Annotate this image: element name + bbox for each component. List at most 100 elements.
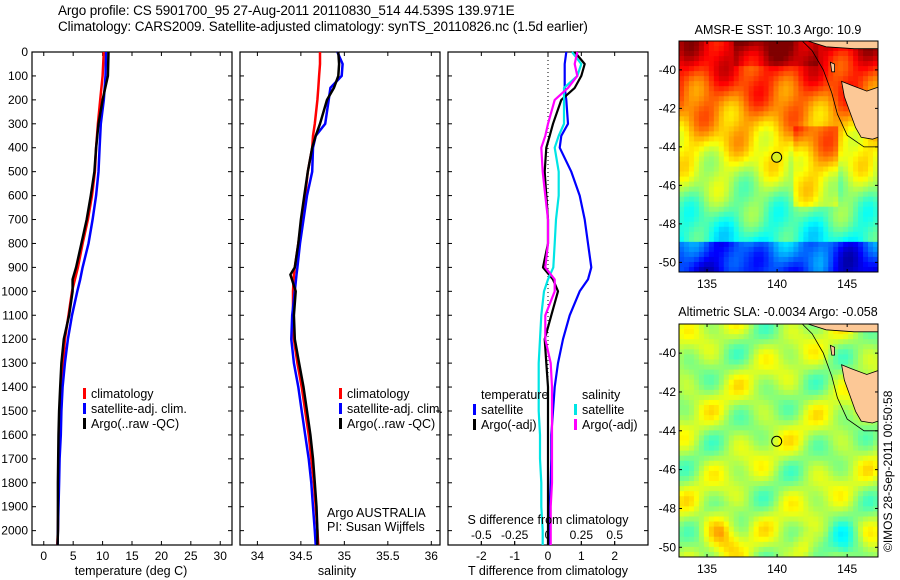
heatmap-cell xyxy=(813,71,819,77)
heatmap-cell xyxy=(833,546,839,553)
heatmap-cell xyxy=(833,405,839,411)
heatmap-cell xyxy=(728,526,735,533)
heatmap-cell xyxy=(873,76,879,82)
heatmap-cell xyxy=(843,399,849,406)
heatmap-cell xyxy=(833,526,839,533)
heatmap-cell xyxy=(763,521,769,528)
heatmap-cell xyxy=(868,156,874,162)
heatmap-cell xyxy=(743,126,750,132)
heatmap-cell xyxy=(788,496,794,502)
heatmap-cell xyxy=(738,46,745,52)
heatmap-cell xyxy=(813,211,819,218)
heatmap-cell xyxy=(768,131,774,137)
heatmap-cell xyxy=(738,61,745,67)
x-tick-label: 2 xyxy=(611,549,618,563)
heatmap-cell xyxy=(773,496,779,502)
series-line-temperature-argo-adj- xyxy=(541,51,586,545)
heatmap-cell xyxy=(853,171,859,177)
heatmap-cell xyxy=(858,339,864,345)
heatmap-cell xyxy=(803,136,809,142)
heatmap-cell xyxy=(848,491,854,497)
heatmap-cell xyxy=(698,151,705,157)
heatmap-cell xyxy=(853,481,859,487)
heatmap-cell xyxy=(703,501,710,507)
heatmap-cell xyxy=(763,66,769,72)
heatmap-cell xyxy=(873,344,879,350)
heatmap-cell xyxy=(723,445,730,452)
map-x-tick-label: 145 xyxy=(837,277,857,291)
heatmap-cell xyxy=(833,536,839,543)
heatmap-cell xyxy=(688,106,695,112)
heatmap-cell xyxy=(868,261,874,268)
heatmap-cell xyxy=(723,151,730,157)
heatmap-cell xyxy=(778,334,784,340)
heatmap-cell xyxy=(733,176,740,183)
heatmap-cell xyxy=(738,329,745,335)
heatmap-cell xyxy=(768,71,774,77)
series-line-salinity-argo-adj- xyxy=(540,51,579,545)
heatmap-cell xyxy=(813,96,819,102)
heatmap-cell xyxy=(713,46,720,52)
heatmap-cell xyxy=(698,496,705,502)
heatmap-cell xyxy=(858,176,864,183)
heatmap-cell xyxy=(733,146,740,152)
heatmap-cell xyxy=(773,71,779,77)
heatmap-cell xyxy=(723,136,730,142)
heatmap-cell xyxy=(793,101,799,107)
heatmap-cell xyxy=(728,201,735,208)
heatmap-cell xyxy=(848,81,854,87)
heatmap-cell xyxy=(838,181,844,188)
heatmap-cell xyxy=(798,231,804,238)
heatmap-cell xyxy=(843,241,849,248)
heatmap-cell xyxy=(853,526,859,533)
heatmap-cell xyxy=(833,445,839,452)
heatmap-cell xyxy=(723,66,730,72)
heatmap-cell xyxy=(848,131,854,137)
heatmap-cell xyxy=(853,359,859,365)
heatmap-cell xyxy=(688,266,695,273)
heatmap-cell xyxy=(828,359,834,365)
heatmap-cell xyxy=(748,151,755,157)
heatmap-cell xyxy=(868,176,874,183)
heatmap-cell xyxy=(833,121,839,127)
heatmap-cell xyxy=(713,101,720,107)
heatmap-cell xyxy=(828,161,834,167)
heatmap-cell xyxy=(778,329,784,335)
y-tick-label: 1300 xyxy=(1,356,28,370)
heatmap-cell xyxy=(743,251,750,258)
heatmap-cell xyxy=(788,171,794,177)
heatmap-cell xyxy=(738,369,745,376)
heatmap-cell xyxy=(788,126,794,132)
heatmap-cell xyxy=(743,86,750,92)
heatmap-cell xyxy=(873,191,879,198)
heatmap-cell xyxy=(713,211,720,218)
heatmap-cell xyxy=(723,231,730,238)
heatmap-cell xyxy=(783,531,789,538)
x-tick-label: 15 xyxy=(125,549,139,563)
heatmap-cell xyxy=(773,236,779,243)
heatmap-cell xyxy=(758,171,764,177)
heatmap-cell xyxy=(788,354,794,360)
heatmap-cell xyxy=(718,440,725,446)
heatmap-cell xyxy=(743,455,750,462)
heatmap-cell xyxy=(848,546,854,553)
heatmap-cell xyxy=(838,455,844,462)
heatmap-cell xyxy=(703,106,710,112)
heatmap-cell xyxy=(758,420,764,426)
heatmap-cell xyxy=(738,41,745,47)
heatmap-cell xyxy=(838,66,844,72)
heatmap-cell xyxy=(848,191,854,198)
heatmap-cell xyxy=(778,81,784,87)
heatmap-cell xyxy=(679,81,685,87)
heatmap-cell xyxy=(873,226,879,233)
heatmap-cell xyxy=(798,359,804,365)
heatmap-cell xyxy=(823,96,829,102)
heatmap-cell xyxy=(803,181,809,188)
heatmap-cell xyxy=(718,156,725,162)
heatmap-cell xyxy=(758,131,764,137)
heatmap-cell xyxy=(708,541,715,548)
heatmap-cell xyxy=(708,136,715,142)
heatmap-cell xyxy=(703,384,710,391)
heatmap-cell xyxy=(778,231,784,238)
heatmap-cell xyxy=(853,216,859,223)
